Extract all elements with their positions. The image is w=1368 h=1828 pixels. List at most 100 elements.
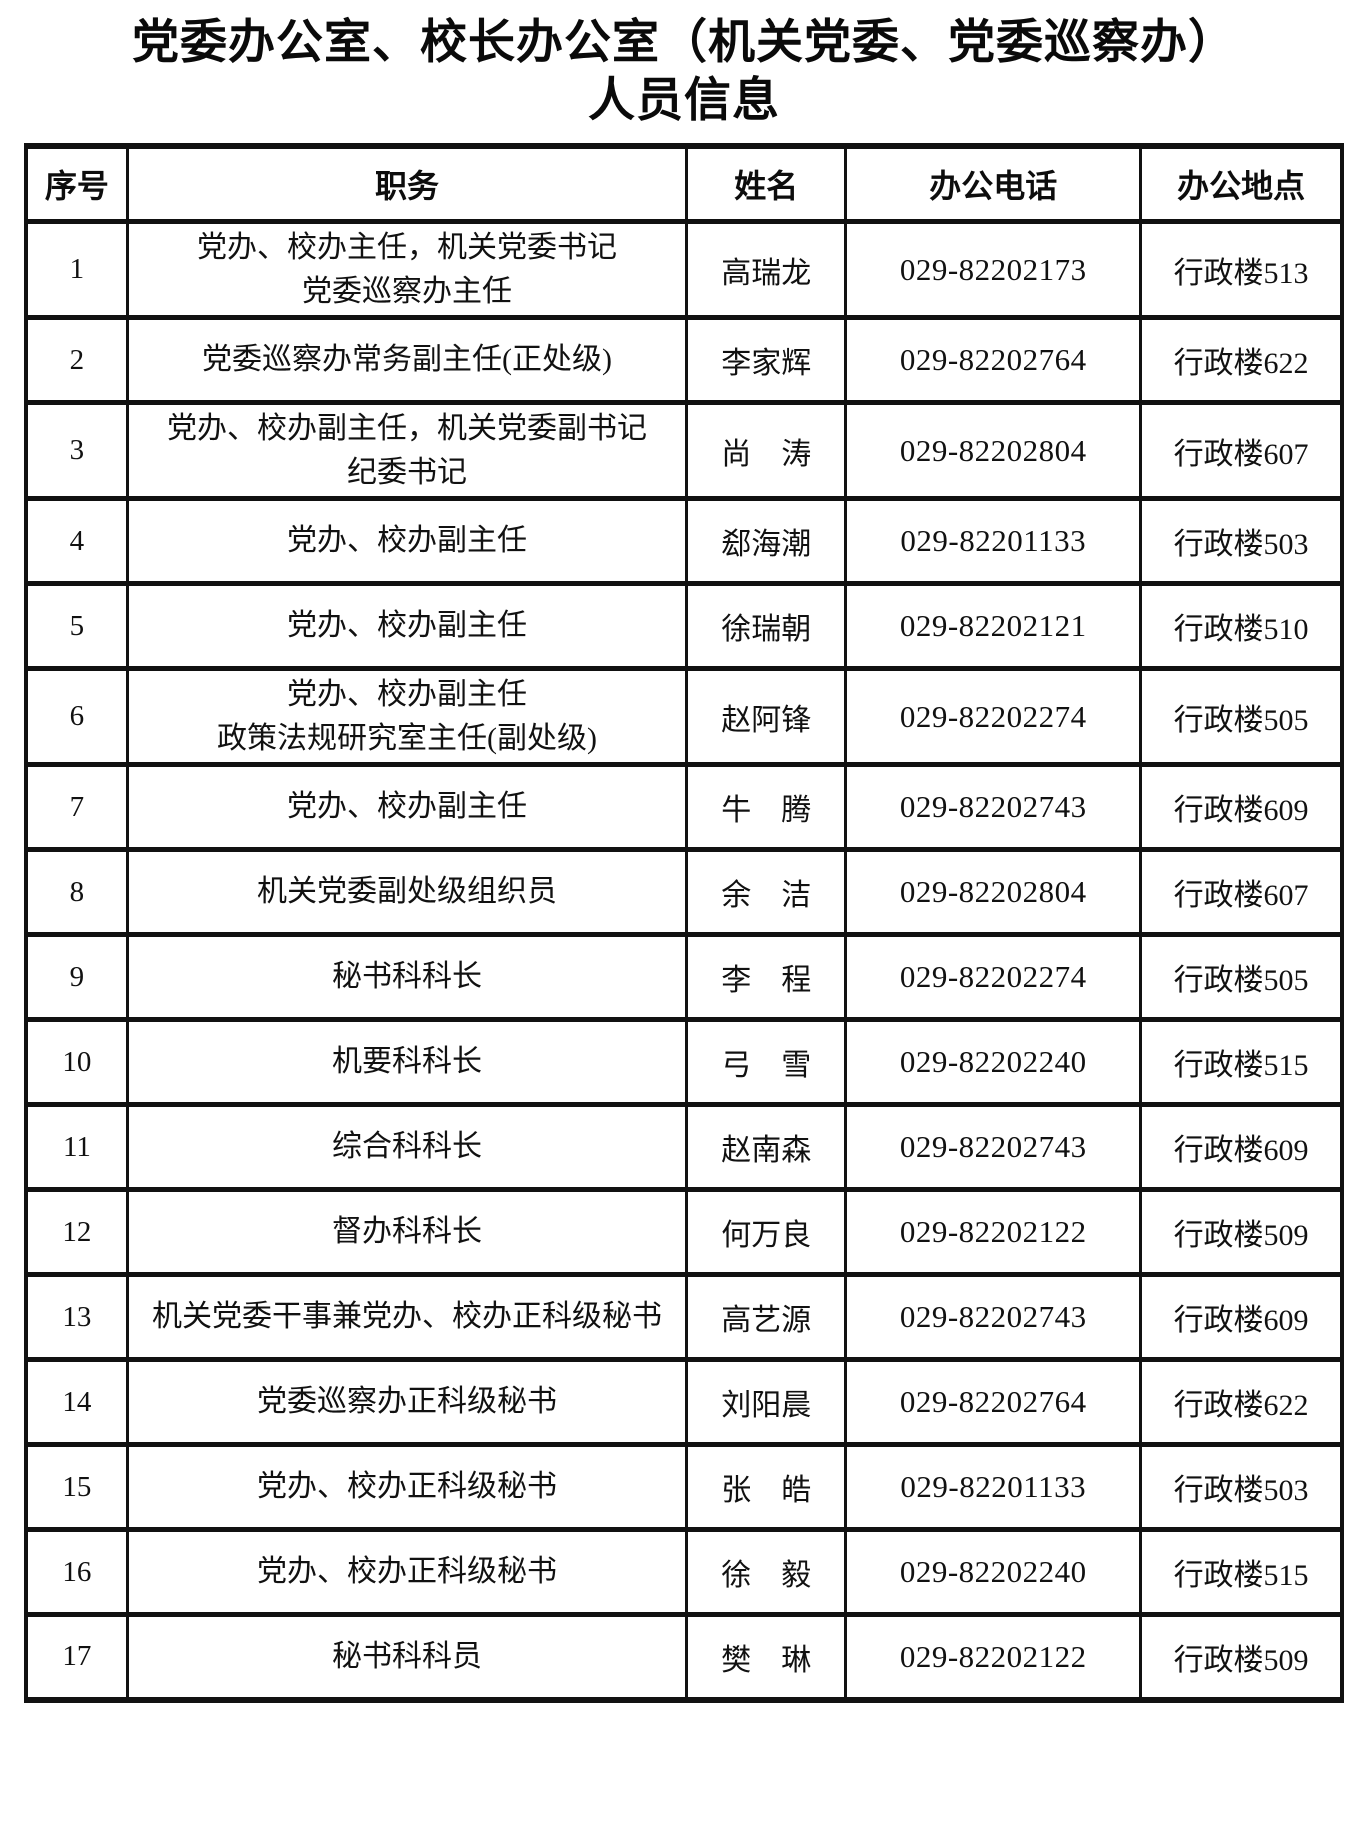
- cell-name: 徐 毅: [685, 1527, 848, 1618]
- header-cell-no: 序号: [24, 143, 129, 225]
- cell-phone: 029-82202122: [844, 1612, 1143, 1703]
- cell-name: 赵南森: [685, 1102, 848, 1193]
- cell-no: 14: [24, 1357, 129, 1448]
- table-row: 4 党办、校办副主任 郄海潮 029-82201133 行政楼503: [24, 496, 1344, 587]
- cell-no: 1: [24, 219, 129, 321]
- cell-location: 行政楼509: [1139, 1187, 1344, 1278]
- table-row: 14 党委巡察办正科级秘书 刘阳晨 029-82202764 行政楼622: [24, 1357, 1344, 1448]
- cell-no: 9: [24, 932, 129, 1023]
- cell-name: 李家辉: [685, 315, 848, 406]
- cell-name: 樊 琳: [685, 1612, 848, 1703]
- cell-phone: 029-82202121: [844, 581, 1143, 672]
- page-title-line2: 人员信息: [588, 75, 780, 128]
- cell-no: 11: [24, 1102, 129, 1193]
- cell-phone: 029-82202274: [844, 666, 1143, 768]
- cell-location: 行政楼515: [1139, 1017, 1344, 1108]
- cell-no: 13: [24, 1272, 129, 1363]
- table-row: 16 党办、校办正科级秘书 徐 毅 029-82202240 行政楼515: [24, 1527, 1344, 1618]
- cell-position: 党办、校办正科级秘书: [125, 1442, 689, 1533]
- table-row: 1 党办、校办主任，机关党委书记 党委巡察办主任 高瑞龙 029-8220217…: [24, 219, 1344, 321]
- cell-name: 何万良: [685, 1187, 848, 1278]
- cell-name: 张 皓: [685, 1442, 848, 1533]
- cell-phone: 029-82202274: [844, 932, 1143, 1023]
- table-row: 7 党办、校办副主任 牛 腾 029-82202743 行政楼609: [24, 762, 1344, 853]
- cell-name: 尚 涛: [685, 400, 848, 502]
- cell-location: 行政楼503: [1139, 1442, 1344, 1533]
- header-cell-name: 姓名: [685, 143, 848, 225]
- cell-phone: 029-82202743: [844, 1102, 1143, 1193]
- table-row: 10 机要科科长 弓 雪 029-82202240 行政楼515: [24, 1017, 1344, 1108]
- cell-no: 6: [24, 666, 129, 768]
- cell-position: 党办、校办正科级秘书: [125, 1527, 689, 1618]
- page-title: 党委办公室、校长办公室（机关党委、党委巡察办） 人员信息: [28, 14, 1340, 131]
- cell-position: 党办、校办副主任，机关党委副书记 纪委书记: [125, 400, 689, 502]
- cell-phone: 029-82202122: [844, 1187, 1143, 1278]
- header-cell-position: 职务: [125, 143, 689, 225]
- table-row: 8 机关党委副处级组织员 余 洁 029-82202804 行政楼607: [24, 847, 1344, 938]
- cell-phone: 029-82202743: [844, 1272, 1143, 1363]
- cell-no: 8: [24, 847, 129, 938]
- cell-location: 行政楼513: [1139, 219, 1344, 321]
- cell-location: 行政楼505: [1139, 932, 1344, 1023]
- cell-no: 10: [24, 1017, 129, 1108]
- cell-location: 行政楼609: [1139, 1272, 1344, 1363]
- cell-phone: 029-82201133: [844, 1442, 1143, 1533]
- cell-name: 李 程: [685, 932, 848, 1023]
- table-row: 15 党办、校办正科级秘书 张 皓 029-82201133 行政楼503: [24, 1442, 1344, 1533]
- cell-name: 余 洁: [685, 847, 848, 938]
- cell-no: 15: [24, 1442, 129, 1533]
- cell-position: 党办、校办副主任: [125, 762, 689, 853]
- cell-location: 行政楼622: [1139, 315, 1344, 406]
- table-row: 6 党办、校办副主任 政策法规研究室主任(副处级) 赵阿锋 029-822022…: [24, 666, 1344, 768]
- cell-phone: 029-82202764: [844, 1357, 1143, 1448]
- cell-position: 党办、校办副主任 政策法规研究室主任(副处级): [125, 666, 689, 768]
- cell-phone: 029-82202173: [844, 219, 1143, 321]
- cell-no: 2: [24, 315, 129, 406]
- cell-location: 行政楼503: [1139, 496, 1344, 587]
- cell-location: 行政楼510: [1139, 581, 1344, 672]
- cell-position: 党委巡察办常务副主任(正处级): [125, 315, 689, 406]
- cell-name: 刘阳晨: [685, 1357, 848, 1448]
- cell-name: 赵阿锋: [685, 666, 848, 768]
- cell-name: 牛 腾: [685, 762, 848, 853]
- table-row: 17 秘书科科员 樊 琳 029-82202122 行政楼509: [24, 1612, 1344, 1703]
- header-cell-location: 办公地点: [1139, 143, 1344, 225]
- cell-no: 16: [24, 1527, 129, 1618]
- cell-position: 党办、校办副主任: [125, 581, 689, 672]
- cell-name: 徐瑞朝: [685, 581, 848, 672]
- page-title-line1: 党委办公室、校长办公室（机关党委、党委巡察办）: [132, 17, 1236, 69]
- cell-position: 综合科科长: [125, 1102, 689, 1193]
- table-row: 2 党委巡察办常务副主任(正处级) 李家辉 029-82202764 行政楼62…: [24, 315, 1344, 406]
- cell-location: 行政楼505: [1139, 666, 1344, 768]
- cell-location: 行政楼609: [1139, 1102, 1344, 1193]
- cell-no: 5: [24, 581, 129, 672]
- cell-phone: 029-82202240: [844, 1017, 1143, 1108]
- cell-position: 党办、校办主任，机关党委书记 党委巡察办主任: [125, 219, 689, 321]
- cell-phone: 029-82202764: [844, 315, 1143, 406]
- table-row: 13 机关党委干事兼党办、校办正科级秘书 高艺源 029-82202743 行政…: [24, 1272, 1344, 1363]
- cell-location: 行政楼607: [1139, 847, 1344, 938]
- cell-phone: 029-82202743: [844, 762, 1143, 853]
- cell-location: 行政楼515: [1139, 1527, 1344, 1618]
- table-row: 3 党办、校办副主任，机关党委副书记 纪委书记 尚 涛 029-82202804…: [24, 400, 1344, 502]
- header-cell-phone: 办公电话: [844, 143, 1143, 225]
- cell-no: 17: [24, 1612, 129, 1703]
- header-row: 序号 职务 姓名 办公电话 办公地点: [24, 143, 1344, 225]
- table-row: 5 党办、校办副主任 徐瑞朝 029-82202121 行政楼510: [24, 581, 1344, 672]
- personnel-table: 序号 职务 姓名 办公电话 办公地点 1 党办、校办主任，机关党委书记 党委巡察…: [24, 142, 1344, 1703]
- cell-no: 4: [24, 496, 129, 587]
- cell-no: 12: [24, 1187, 129, 1278]
- cell-no: 7: [24, 762, 129, 853]
- cell-location: 行政楼622: [1139, 1357, 1344, 1448]
- table-row: 11 综合科科长 赵南森 029-82202743 行政楼609: [24, 1102, 1344, 1193]
- cell-no: 3: [24, 400, 129, 502]
- cell-name: 郄海潮: [685, 496, 848, 587]
- table-row: 9 秘书科科长 李 程 029-82202274 行政楼505: [24, 932, 1344, 1023]
- cell-position: 秘书科科长: [125, 932, 689, 1023]
- cell-location: 行政楼509: [1139, 1612, 1344, 1703]
- cell-position: 机关党委副处级组织员: [125, 847, 689, 938]
- cell-location: 行政楼607: [1139, 400, 1344, 502]
- cell-position: 党委巡察办正科级秘书: [125, 1357, 689, 1448]
- cell-phone: 029-82202240: [844, 1527, 1143, 1618]
